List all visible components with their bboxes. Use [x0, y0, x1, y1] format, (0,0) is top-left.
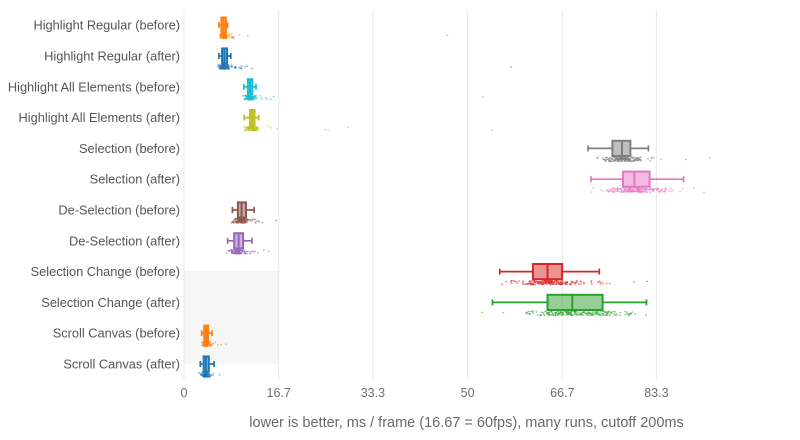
svg-text:Selection Change (after): Selection Change (after) [41, 295, 180, 310]
svg-text:0: 0 [181, 386, 188, 400]
svg-text:50: 50 [461, 386, 475, 400]
svg-text:De-Selection (after): De-Selection (after) [69, 233, 180, 248]
svg-text:Highlight Regular (before): Highlight Regular (before) [33, 18, 180, 33]
svg-text:Selection (before): Selection (before) [79, 141, 180, 156]
svg-text:Selection Change (before): Selection Change (before) [31, 264, 180, 279]
svg-text:33.3: 33.3 [361, 386, 385, 400]
svg-text:lower is better, ms / frame (1: lower is better, ms / frame (16.67 = 60f… [249, 415, 684, 431]
svg-text:Scroll Canvas (after): Scroll Canvas (after) [63, 357, 180, 372]
svg-text:16.7: 16.7 [267, 386, 291, 400]
svg-text:Highlight Regular (after): Highlight Regular (after) [44, 49, 180, 64]
svg-text:Highlight All Elements (before: Highlight All Elements (before) [8, 79, 180, 94]
svg-text:Scroll Canvas (before): Scroll Canvas (before) [53, 326, 180, 341]
svg-text:66.7: 66.7 [550, 386, 574, 400]
svg-text:Highlight All Elements (after): Highlight All Elements (after) [19, 110, 180, 125]
svg-text:De-Selection (before): De-Selection (before) [58, 203, 180, 218]
svg-text:Selection (after): Selection (after) [90, 172, 180, 187]
svg-text:83.3: 83.3 [644, 386, 668, 400]
